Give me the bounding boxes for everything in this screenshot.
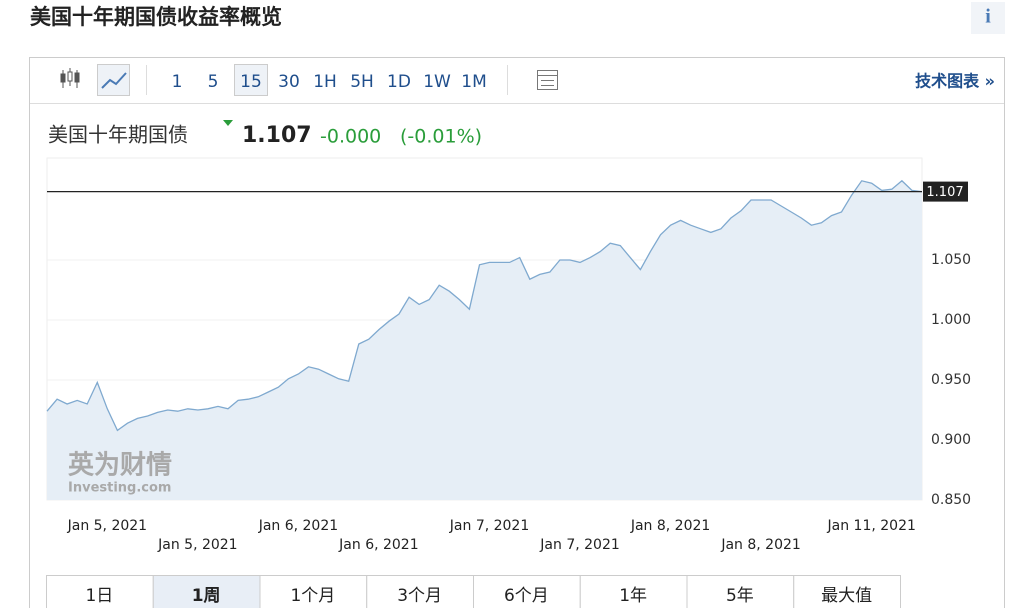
watermark: 英为财情 <box>68 451 172 481</box>
y-tick-label: 0.900 <box>931 432 971 448</box>
x-tick-label: Jan 5, 2021 <box>67 518 147 534</box>
x-tick-label: Jan 5, 2021 <box>157 537 237 553</box>
range-tab[interactable] <box>259 575 368 612</box>
interval-button[interactable]: 1H <box>313 72 337 92</box>
x-tick-label: Jan 8, 2021 <box>630 518 710 534</box>
range-tab-label[interactable]: 最大值 <box>821 586 872 606</box>
change-pct: (-0.01%) <box>400 126 482 148</box>
interval-selected[interactable] <box>234 64 268 96</box>
x-tick-label: Jan 7, 2021 <box>449 518 529 534</box>
range-tab-label[interactable]: 1周 <box>192 586 221 606</box>
line-icon[interactable] <box>101 72 127 89</box>
interval-button[interactable]: 1M <box>461 72 486 92</box>
range-tab-label[interactable]: 1日 <box>85 586 113 606</box>
down-arrow <box>223 120 233 126</box>
range-tab-label[interactable]: 1个月 <box>290 586 335 606</box>
interval-button[interactable]: 5H <box>350 72 374 92</box>
tech-chart-link[interactable]: 技术图表 » <box>915 72 995 91</box>
interval-button[interactable]: 30 <box>278 72 300 92</box>
interval-button[interactable]: 1W <box>423 72 451 92</box>
y-tick-label: 1.050 <box>931 252 971 268</box>
x-tick-label: Jan 7, 2021 <box>539 537 619 553</box>
range-tab[interactable] <box>46 575 154 612</box>
x-tick-label: Jan 6, 2021 <box>338 537 418 553</box>
info-icon[interactable]: i <box>985 6 991 28</box>
y-tick-label: 1.000 <box>931 312 971 328</box>
range-tab-label[interactable]: 1年 <box>619 586 647 606</box>
last-value-label: 1.107 <box>926 185 963 200</box>
info-button[interactable] <box>971 2 1005 34</box>
y-tick-label: 0.850 <box>931 492 971 508</box>
table-icon[interactable] <box>537 70 558 90</box>
last-value-box <box>923 181 968 202</box>
x-tick-label: Jan 11, 2021 <box>827 518 916 534</box>
candle-icon[interactable] <box>60 68 80 88</box>
range-tab-label[interactable]: 6个月 <box>504 586 549 606</box>
page-title: 美国十年期国债收益率概览 <box>30 5 282 29</box>
range-tab[interactable] <box>473 575 581 612</box>
interval-button[interactable]: 15 <box>240 72 262 92</box>
x-tick-label: Jan 8, 2021 <box>720 537 800 553</box>
change: -0.000 <box>320 126 381 148</box>
instrument-name: 美国十年期国债 <box>48 123 188 147</box>
x-tick-label: Jan 6, 2021 <box>258 518 338 534</box>
interval-button[interactable]: 5 <box>208 72 219 92</box>
range-tab-label[interactable]: 5年 <box>726 586 754 606</box>
area-fill <box>47 180 922 501</box>
range-tab[interactable] <box>579 575 688 612</box>
price-line <box>46 179 923 432</box>
range-tab-label[interactable]: 3个月 <box>397 586 442 606</box>
watermark: Investing.com <box>68 481 171 496</box>
interval-button[interactable]: 1 <box>172 72 183 92</box>
range-tab[interactable] <box>793 575 901 612</box>
interval-button[interactable]: 1D <box>387 72 411 92</box>
line-icon-button[interactable] <box>97 64 130 96</box>
price: 1.107 <box>242 123 312 148</box>
range-tab[interactable] <box>366 575 474 612</box>
y-tick-label: 0.950 <box>931 372 971 388</box>
range-tab[interactable] <box>686 575 795 612</box>
